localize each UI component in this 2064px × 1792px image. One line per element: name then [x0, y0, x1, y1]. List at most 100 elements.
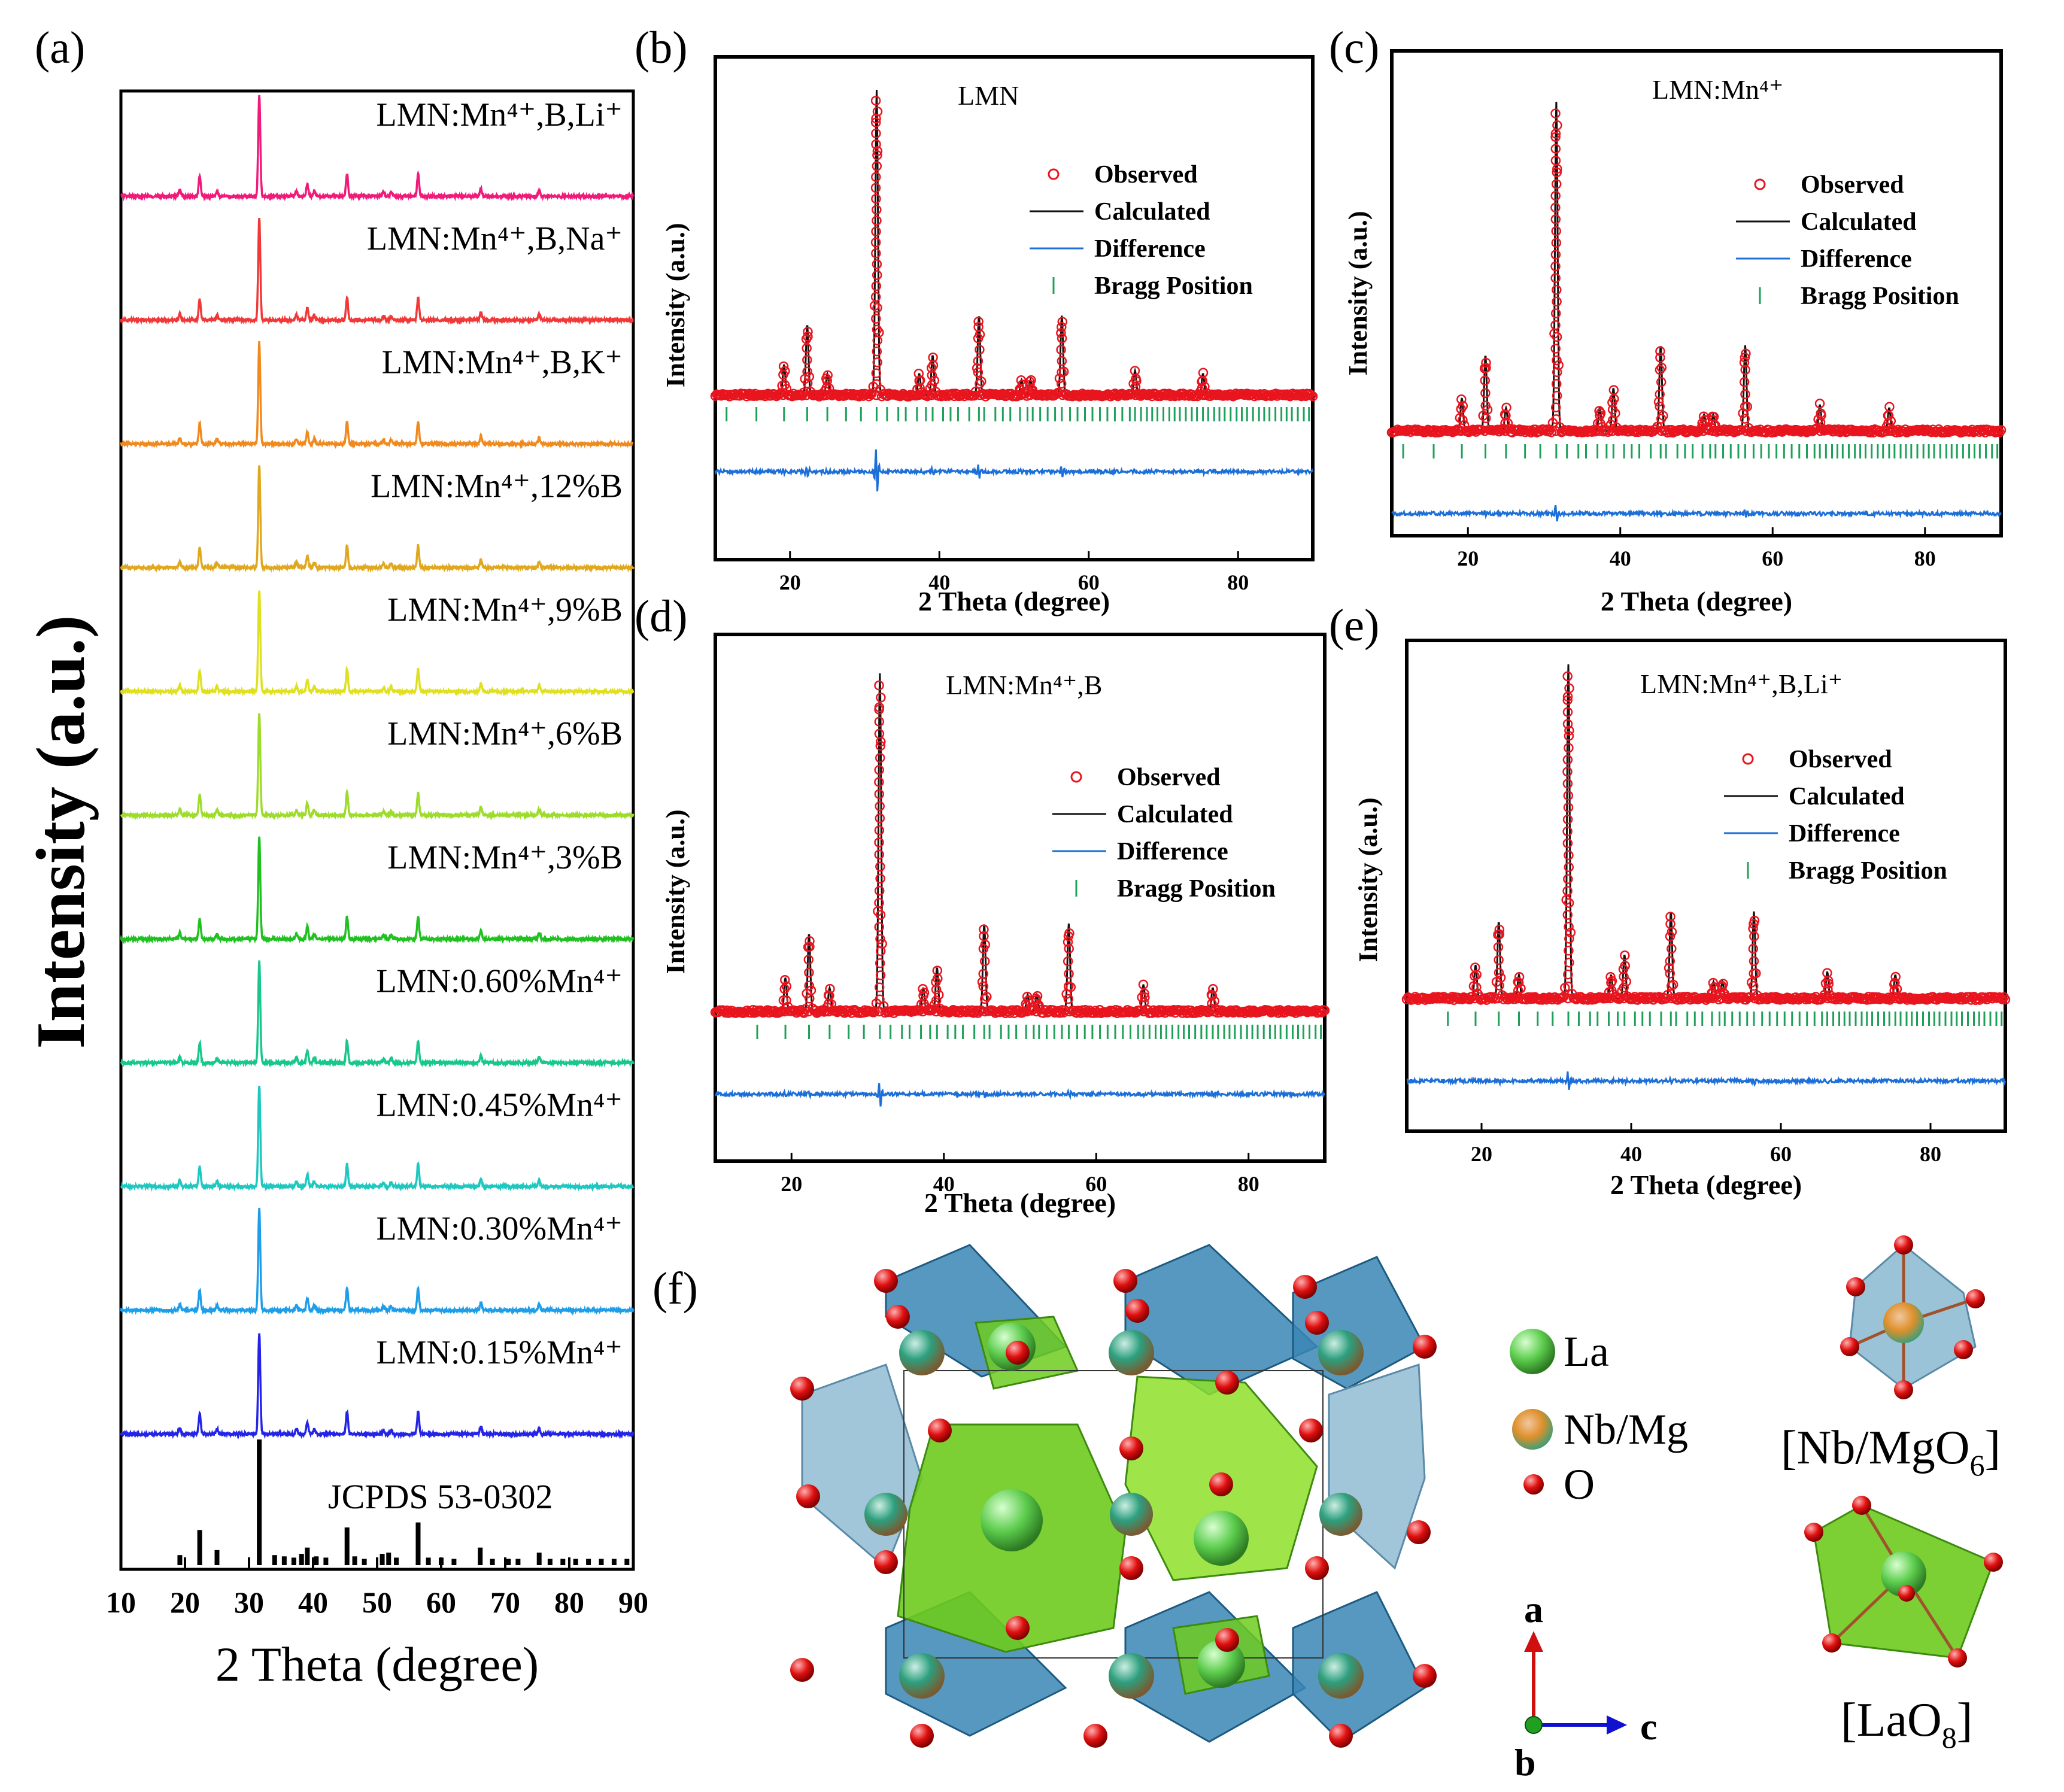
observed-point: [1550, 308, 1561, 318]
panel-b-plot: 20 40 60 80 Observed Calculated Difference Brag…: [710, 89, 1318, 594]
observed-point: [1564, 743, 1574, 753]
x-tick-label: 20: [779, 570, 801, 594]
observed-point: [1741, 348, 1751, 359]
legend-difference-label: Difference: [1789, 820, 1900, 848]
observed-point: [1022, 1006, 1032, 1017]
observed-point: [803, 955, 814, 965]
legend-difference-label: Difference: [1801, 245, 1912, 273]
panel-c-plot: 20 40 60 80 Observed Calculated Difference Brag…: [1386, 101, 2007, 570]
observed-point: [1562, 779, 1573, 789]
observed-point: [1745, 992, 1756, 1003]
observed-point: [871, 390, 881, 400]
observed-point: [872, 335, 882, 346]
x-tick-label: 90: [618, 1586, 648, 1619]
la-legend-label: La: [1564, 1328, 1609, 1375]
observed-point: [1552, 296, 1562, 307]
panel-f-label: (f): [652, 1263, 698, 1314]
xrd-series-line: [120, 1333, 635, 1439]
o-atom: [1840, 1337, 1859, 1356]
legend-calculated-label: Calculated: [1117, 801, 1233, 828]
observed-point: [804, 980, 814, 991]
observed-point: [1550, 214, 1561, 224]
observed-point: [874, 789, 885, 800]
observed-point: [1609, 394, 1619, 404]
observed-point: [875, 994, 885, 1005]
nbmg-atom: [1318, 1330, 1364, 1375]
panel-e-plot: 20 40 60 80 Observed Calculated Difference Brag…: [1401, 664, 2011, 1166]
observed-point: [976, 376, 987, 387]
observed-point: [1551, 379, 1562, 389]
observed-point: [980, 1006, 990, 1017]
nbmg-legend-icon: [1512, 1409, 1553, 1450]
observed-point: [914, 375, 924, 386]
c-axis-label: c: [1640, 1705, 1657, 1748]
o-atom: [874, 1550, 898, 1574]
observed-point: [1890, 971, 1901, 982]
observed-point: [1458, 415, 1468, 425]
panel-c-y-title: Intensity (a.u.): [1343, 211, 1373, 375]
x-tick-label: 60: [1078, 570, 1100, 594]
observed-point: [874, 825, 885, 836]
nbmg-legend-label: Nb/Mg: [1564, 1405, 1688, 1453]
observed-point: [1814, 398, 1825, 409]
observed-point: [1708, 988, 1718, 998]
observed-point: [1057, 367, 1067, 378]
observed-point: [1513, 977, 1524, 988]
observed-point: [1564, 683, 1574, 694]
observed-point: [864, 391, 874, 402]
xrd-series-line: [120, 465, 635, 573]
observed-point: [1057, 322, 1067, 332]
observed-point: [875, 740, 886, 751]
panel-b-label: (b): [635, 23, 688, 73]
observed-point: [1740, 353, 1750, 363]
observed-point: [802, 366, 812, 377]
observed-point: [871, 379, 882, 390]
observed-point: [1550, 250, 1561, 260]
o-atom: [1329, 1724, 1353, 1748]
calculated-line: [1407, 664, 2005, 1000]
nbmg-atom: [1318, 1653, 1364, 1699]
o-legend-label: O: [1564, 1460, 1595, 1508]
observed-point: [870, 291, 881, 302]
observed-point: [870, 117, 881, 127]
observed-point: [1816, 408, 1826, 418]
observed-point: [1823, 979, 1834, 989]
legend-observed-label: Observed: [1117, 764, 1221, 791]
observed-point: [1025, 379, 1035, 390]
nbmgo6-subscript: 6: [1970, 1448, 1985, 1482]
observed-point: [872, 303, 882, 313]
observed-point: [1063, 956, 1073, 967]
observed-point: [1063, 931, 1074, 941]
lao8-label: [LaO8]: [1841, 1694, 1972, 1754]
observed-point: [1740, 365, 1750, 375]
observed-point: [1564, 862, 1574, 873]
lao8-polyhedron-figure: [LaO8]: [1804, 1496, 2003, 1754]
observed-point: [1562, 695, 1573, 706]
observed-point: [874, 982, 885, 992]
observed-point: [1063, 981, 1074, 992]
observed-point: [804, 967, 814, 978]
xrd-series-line: [120, 1086, 635, 1192]
observed-point: [1551, 179, 1562, 189]
observed-point: [975, 390, 985, 400]
panel-c-x-title: 2 Theta (degree): [1601, 586, 1792, 616]
observed-point: [1456, 426, 1466, 436]
observed-point: [1562, 755, 1573, 765]
x-tick-label: 60: [1085, 1172, 1107, 1196]
o-atom: [1083, 1724, 1107, 1748]
observed-point: [825, 983, 835, 994]
observed-point: [1562, 707, 1573, 717]
observed-point: [1564, 957, 1574, 968]
legend-observed-label: Observed: [1094, 161, 1198, 189]
observed-point: [1552, 355, 1562, 366]
series-label: LMN:0.15%Mn⁴⁺: [376, 1334, 623, 1371]
observed-point: [1562, 886, 1573, 896]
difference-line: [1391, 505, 2002, 522]
observed-point: [1740, 401, 1750, 412]
o-atom: [928, 1419, 952, 1442]
difference-line: [715, 1083, 1326, 1107]
observed-point: [779, 1006, 790, 1017]
reference-label: JCPDS 53-0302: [328, 1477, 553, 1516]
o-atom: [1209, 1472, 1233, 1496]
observed-point: [778, 390, 788, 400]
